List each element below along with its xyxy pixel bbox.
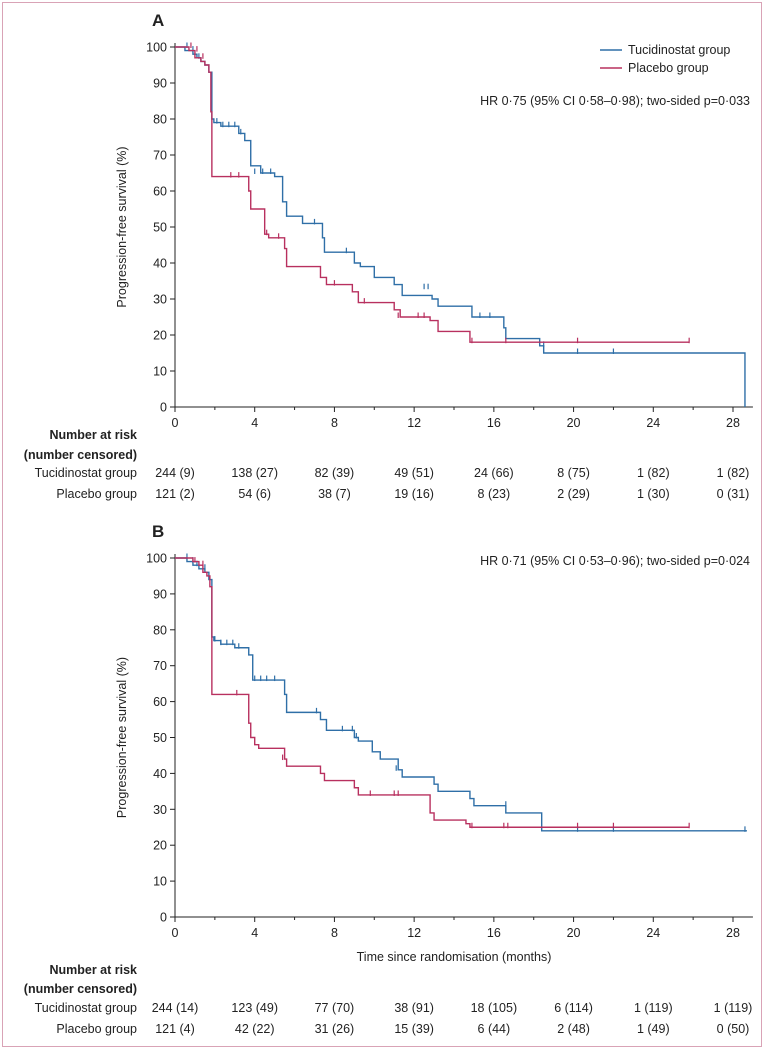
y-tick-label: 20 [153, 839, 167, 853]
km-curve-tucidinostat [175, 557, 747, 832]
y-tick-label: 60 [153, 185, 167, 199]
risk-cell-tucidinostat: 77 (70) [315, 1001, 355, 1015]
y-tick-label: 20 [153, 329, 167, 343]
risk-cell-tucidinostat: 49 (51) [394, 466, 434, 480]
risk-cell-tucidinostat: 82 (39) [315, 466, 355, 480]
legend-label-placebo: Placebo group [628, 61, 709, 75]
y-tick-label: 10 [153, 875, 167, 889]
panel-label: A [152, 11, 164, 30]
risk-cell-tucidinostat: 8 (75) [557, 466, 590, 480]
y-tick-label: 30 [153, 293, 167, 307]
y-tick-label: 30 [153, 803, 167, 817]
risk-cell-placebo: 1 (49) [637, 1022, 670, 1036]
y-tick-label: 90 [153, 587, 167, 601]
risk-cell-tucidinostat: 1 (82) [717, 466, 750, 480]
risk-cell-placebo: 15 (39) [394, 1022, 434, 1036]
x-tick-label: 12 [407, 926, 421, 940]
x-tick-label: 0 [172, 926, 179, 940]
y-tick-label: 40 [153, 257, 167, 271]
y-tick-label: 50 [153, 221, 167, 235]
legend-label-tucidinostat: Tucidinostat group [628, 43, 730, 57]
y-axis-label: Progression-free survival (%) [115, 146, 129, 307]
risk-row-label-placebo: Placebo group [56, 487, 137, 501]
risk-cell-tucidinostat: 1 (119) [634, 1001, 673, 1015]
risk-cell-placebo: 0 (31) [717, 487, 750, 501]
y-tick-label: 60 [153, 695, 167, 709]
risk-row-label-tucidinostat: Tucidinostat group [35, 1001, 137, 1015]
risk-cell-placebo: 31 (26) [315, 1022, 355, 1036]
risk-cell-placebo: 8 (23) [478, 487, 511, 501]
y-axis-label: Progression-free survival (%) [115, 657, 129, 818]
risk-table-subheader: (number censored) [24, 982, 137, 996]
y-tick-label: 0 [160, 911, 167, 925]
risk-cell-tucidinostat: 38 (91) [394, 1001, 434, 1015]
panel-A: A 0 10 20 30 40 50 60 70 80 90 100 0 4 8 12 16 20 24 28 Prog… [24, 11, 753, 501]
risk-cell-tucidinostat: 18 (105) [471, 1001, 518, 1015]
risk-cell-placebo: 121 (2) [155, 487, 195, 501]
x-axis-label: Time since randomisation (months) [357, 950, 552, 964]
y-tick-label: 90 [153, 77, 167, 91]
x-tick-label: 8 [331, 926, 338, 940]
x-tick-label: 28 [726, 926, 740, 940]
y-tick-label: 100 [146, 41, 167, 55]
risk-cell-tucidinostat: 24 (66) [474, 466, 514, 480]
y-tick-label: 0 [160, 401, 167, 415]
risk-cell-tucidinostat: 1 (82) [637, 466, 670, 480]
risk-cell-tucidinostat: 138 (27) [231, 466, 278, 480]
risk-cell-placebo: 6 (44) [478, 1022, 511, 1036]
y-tick-label: 80 [153, 623, 167, 637]
km-curve-placebo [175, 46, 690, 343]
risk-row-label-tucidinostat: Tucidinostat group [35, 466, 137, 480]
risk-table-header: Number at risk [49, 963, 137, 977]
panel-B: B 0 10 20 30 40 50 60 70 80 90 100 0 4 8 12 16 20 24 28 Prog… [24, 522, 753, 1036]
y-tick-label: 80 [153, 113, 167, 127]
risk-cell-placebo: 121 (4) [155, 1022, 195, 1036]
risk-cell-tucidinostat: 6 (114) [554, 1001, 593, 1015]
risk-cell-placebo: 2 (48) [557, 1022, 590, 1036]
risk-cell-tucidinostat: 244 (14) [152, 1001, 199, 1015]
x-tick-label: 20 [567, 926, 581, 940]
risk-cell-placebo: 1 (30) [637, 487, 670, 501]
x-tick-label: 8 [331, 416, 338, 430]
x-tick-label: 16 [487, 926, 501, 940]
risk-cell-placebo: 19 (16) [394, 487, 434, 501]
risk-table-subheader: (number censored) [24, 448, 137, 462]
risk-cell-tucidinostat: 244 (9) [155, 466, 195, 480]
hazard-ratio-annotation: HR 0·71 (95% CI 0·53–0·96); two-sided p=… [480, 554, 750, 568]
x-tick-label: 28 [726, 416, 740, 430]
x-tick-label: 4 [251, 416, 258, 430]
y-tick-label: 50 [153, 731, 167, 745]
y-tick-label: 70 [153, 659, 167, 673]
x-tick-label: 24 [646, 416, 660, 430]
x-tick-label: 16 [487, 416, 501, 430]
x-tick-label: 20 [567, 416, 581, 430]
risk-cell-placebo: 42 (22) [235, 1022, 275, 1036]
risk-cell-tucidinostat: 123 (49) [231, 1001, 278, 1015]
y-tick-label: 70 [153, 149, 167, 163]
y-tick-label: 10 [153, 365, 167, 379]
risk-cell-placebo: 2 (29) [557, 487, 590, 501]
x-tick-label: 0 [172, 416, 179, 430]
risk-table-header: Number at risk [49, 428, 137, 442]
x-tick-label: 4 [251, 926, 258, 940]
y-tick-label: 100 [146, 552, 167, 566]
y-tick-label: 40 [153, 767, 167, 781]
risk-cell-placebo: 54 (6) [238, 487, 271, 501]
risk-cell-placebo: 38 (7) [318, 487, 351, 501]
km-curve-placebo [175, 557, 690, 828]
risk-row-label-placebo: Placebo group [56, 1022, 137, 1036]
panel-label: B [152, 522, 164, 541]
risk-cell-tucidinostat: 1 (119) [714, 1001, 753, 1015]
x-tick-label: 24 [646, 926, 660, 940]
hazard-ratio-annotation: HR 0·75 (95% CI 0·58–0·98); two-sided p=… [480, 94, 750, 108]
risk-cell-placebo: 0 (50) [717, 1022, 750, 1036]
x-tick-label: 12 [407, 416, 421, 430]
